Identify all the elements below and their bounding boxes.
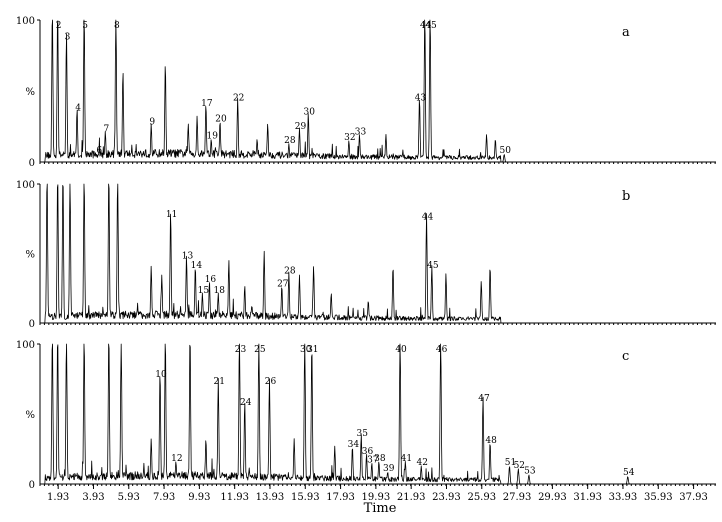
x-tick-label: 19.93 [362, 492, 391, 503]
x-tick-label: 7.93 [153, 492, 175, 503]
peak-label: 14 [191, 261, 203, 271]
peak-label: 45 [425, 21, 437, 31]
y-tick-label: % [25, 250, 35, 261]
peak-label: 38 [374, 454, 386, 464]
x-tick-label: 33.93 [609, 492, 638, 503]
peak-label: 28 [284, 267, 296, 277]
y-tick-label: 0 [29, 158, 35, 169]
y-tick-label: 100 [16, 16, 35, 27]
peak-label: 22 [233, 93, 244, 103]
chromatogram-trace [40, 343, 716, 485]
x-axis: 1.93 3.93 5.93 7.93 9.93 11.93 13.93 15.93 17.93… [47, 484, 708, 503]
y-tick-label: 100 [16, 340, 35, 351]
peak-label: 36 [362, 447, 374, 457]
x-tick-label: 1.93 [47, 492, 69, 503]
x-tick-label: 15.93 [291, 492, 320, 503]
peak-label: 4 [75, 103, 81, 113]
peak-label: 19 [206, 132, 218, 142]
x-tick-label: 35.93 [644, 492, 673, 503]
x-tick-label: 27.93 [503, 492, 532, 503]
panel-letter: a [622, 25, 630, 40]
peak-label: 26 [265, 377, 277, 387]
peak-label: 11 [166, 210, 177, 220]
peak-label: 8 [114, 21, 120, 31]
panel-letter: b [622, 189, 630, 204]
peak-label: 28 [284, 136, 296, 146]
peak-label: 7 [103, 125, 109, 135]
peak-label: 20 [215, 115, 227, 125]
peak-label: 48 [485, 436, 497, 446]
peak-label: 31 [307, 345, 318, 355]
x-axis-label: Time [364, 501, 397, 516]
peak-label: 41 [401, 454, 412, 464]
y-tick-label: 100 [16, 180, 35, 191]
peak-label: 46 [436, 345, 448, 355]
peak-label: 43 [415, 93, 427, 103]
peak-label: 2 [56, 21, 62, 31]
peak-label: 9 [149, 118, 155, 128]
y-tick-label: 0 [29, 480, 35, 491]
y-tick-label: 0 [29, 319, 35, 330]
x-tick-label: 29.93 [538, 492, 567, 503]
peak-label: 39 [383, 464, 395, 474]
peak-label: 35 [357, 429, 369, 439]
peak-label: 44 [422, 213, 434, 223]
peak-label: 27 [277, 279, 289, 289]
peak-label: 16 [205, 275, 217, 285]
peak-label: 51 [505, 458, 516, 468]
peak-label: 32 [344, 133, 355, 143]
peak-label: 23 [235, 345, 247, 355]
peak-label: 33 [355, 127, 367, 137]
x-tick-label: 37.93 [679, 492, 708, 503]
peak-label: 18 [214, 286, 226, 296]
chromatogram-trace [40, 183, 716, 324]
peak-label: 5 [82, 21, 88, 31]
peak-label: 34 [348, 440, 360, 450]
x-tick-label: 9.93 [188, 492, 210, 503]
peak-label: 40 [395, 345, 407, 355]
peak-label: 15 [198, 286, 210, 296]
x-tick-label: 31.93 [573, 492, 602, 503]
peak-label: 3 [65, 32, 71, 42]
y-tick-label: % [25, 87, 35, 98]
x-tick-label: 21.93 [397, 492, 426, 503]
peak-label: 25 [254, 345, 266, 355]
peak-label: 37 [367, 455, 379, 465]
peak-label: 44 [420, 21, 432, 31]
x-tick-label: 11.93 [220, 492, 249, 503]
peak-label: 29 [295, 122, 307, 132]
peak-label: 52 [514, 461, 525, 471]
peak-label: 54 [623, 468, 635, 478]
peak-label: 13 [182, 251, 194, 261]
peak-label: 12 [171, 454, 182, 464]
peak-label: 17 [201, 99, 213, 109]
peak-label: 10 [155, 370, 167, 380]
x-tick-label: 17.93 [326, 492, 355, 503]
peak-label: 42 [417, 458, 428, 468]
chromatogram-trace [39, 19, 716, 163]
y-tick-label: % [25, 410, 35, 421]
peak-label: 47 [478, 394, 490, 404]
x-tick-label: 13.93 [256, 492, 285, 503]
peak-label: 24 [240, 398, 252, 408]
peak-label: 30 [300, 345, 312, 355]
peak-label: 53 [524, 467, 536, 477]
peak-label: 6 [96, 146, 102, 156]
x-tick-label: 23.93 [432, 492, 461, 503]
peak-label: 50 [499, 146, 511, 156]
x-tick-label: 5.93 [118, 492, 140, 503]
x-tick-label: 25.93 [467, 492, 496, 503]
panel-letter: c [622, 349, 629, 364]
peak-label: 30 [304, 108, 316, 118]
peak-label: 21 [214, 377, 225, 387]
peak-label: 45 [427, 261, 439, 271]
x-tick-label: 3.93 [82, 492, 104, 503]
